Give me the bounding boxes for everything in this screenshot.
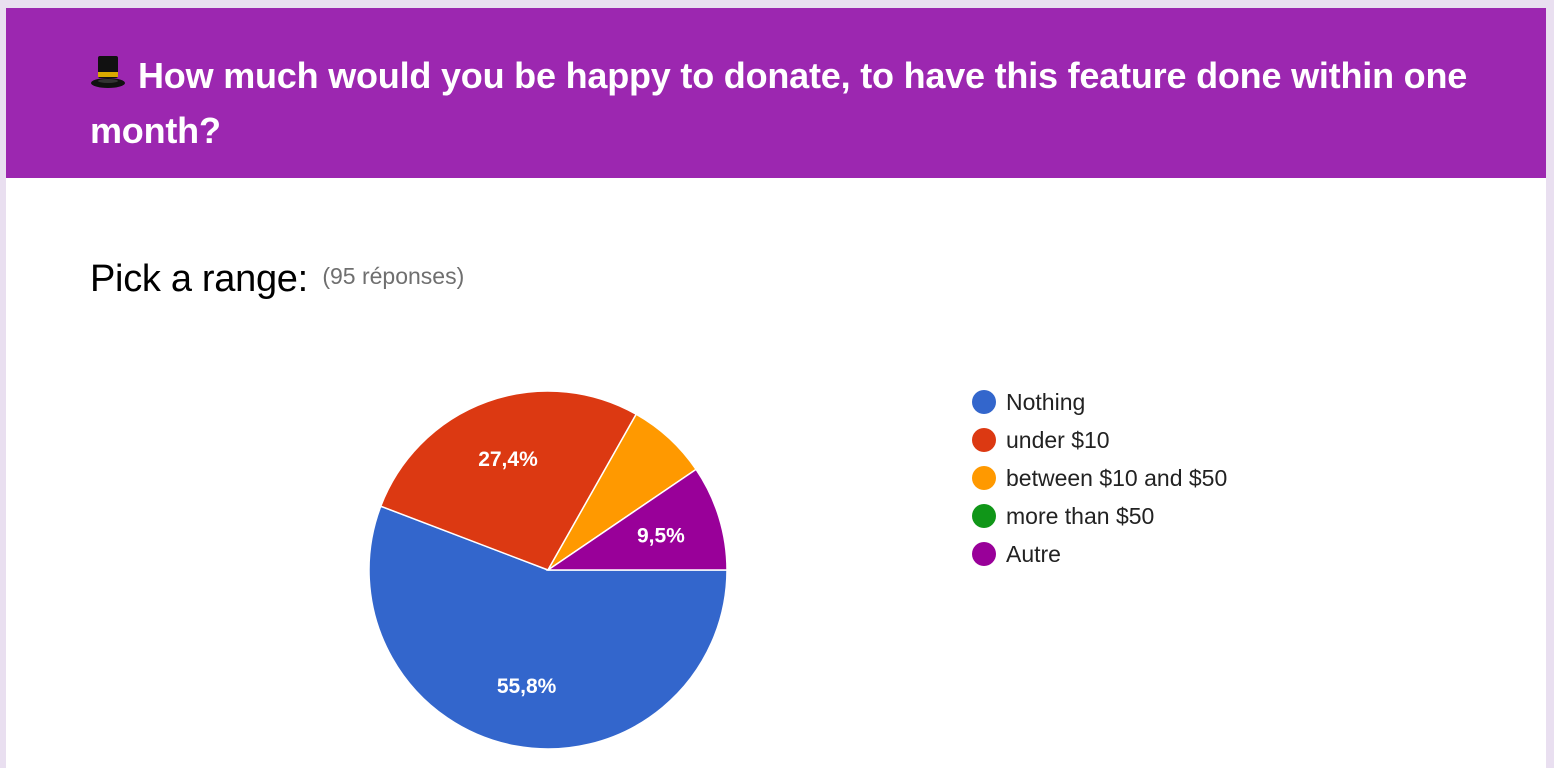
top-hat-icon: [91, 56, 125, 88]
pie-slice-4[interactable]: [545, 468, 728, 571]
page-title: How much would you be happy to donate, t…: [90, 55, 1468, 151]
question-title: Pick a range:: [90, 258, 308, 300]
legend-swatch-1: [972, 428, 996, 452]
legend-swatch-4: [972, 542, 996, 566]
legend-item-4[interactable]: Autre: [1006, 541, 1061, 567]
pie-slices: [368, 390, 728, 750]
legend-item-0[interactable]: Nothing: [1006, 389, 1085, 415]
results-card: How much would you be happy to donate, t…: [6, 8, 1546, 768]
legend-item-3[interactable]: more than $50: [1006, 503, 1154, 529]
legend-item-2[interactable]: between $10 and $50: [1006, 465, 1227, 491]
pie-slice-labels: 55,8% 27,4% 9,5%: [478, 448, 685, 698]
legend-swatch-0: [972, 390, 996, 414]
question-heading: Pick a range: (95 réponses): [90, 258, 464, 301]
header-title-row: How much would you be happy to donate, t…: [90, 48, 1540, 158]
legend-swatch-2: [972, 466, 996, 490]
slice-label-0: 55,8%: [497, 675, 557, 698]
legend-item-1[interactable]: under $10: [1006, 427, 1110, 453]
pie-slice-1[interactable]: [379, 390, 638, 571]
pie-slice-0[interactable]: [368, 505, 728, 750]
slice-label-1: 27,4%: [478, 448, 538, 471]
chart-legend: Nothing under $10 between $10 and $50 more …: [972, 389, 1227, 567]
question-header: How much would you be happy to donate, t…: [6, 8, 1546, 178]
slice-label-4: 9,5%: [637, 524, 685, 547]
response-count: (95 réponses): [322, 263, 465, 289]
legend-swatch-3: [972, 504, 996, 528]
